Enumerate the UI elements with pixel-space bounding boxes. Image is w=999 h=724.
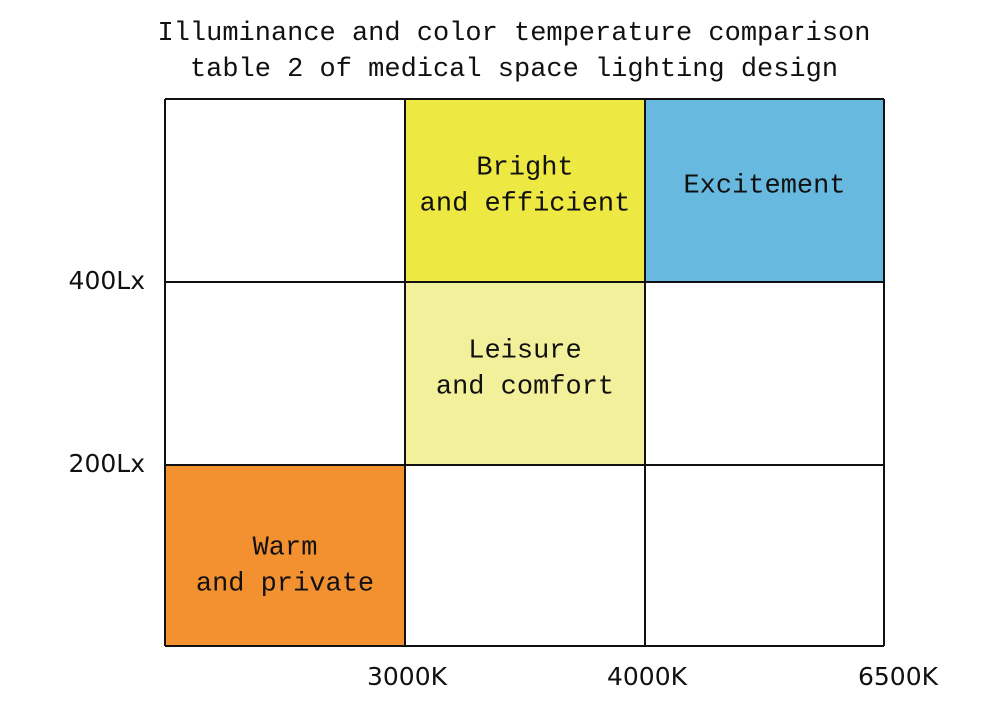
cell	[645, 465, 884, 646]
cell	[405, 99, 645, 282]
cell-label: Excitement	[683, 172, 845, 202]
cell	[165, 282, 405, 465]
x-label: 4000K	[607, 662, 688, 691]
x-label: 3000K	[367, 662, 448, 691]
y-label: 400Lx	[69, 266, 145, 295]
cell-label: Bright	[476, 154, 573, 184]
cell	[405, 465, 645, 646]
cell	[165, 465, 405, 646]
cell-label: Leisure	[468, 337, 581, 367]
cell	[645, 282, 884, 465]
cell-label: and comfort	[436, 373, 614, 403]
cell-label: and efficient	[420, 190, 631, 220]
cell	[405, 282, 645, 465]
cell	[165, 99, 405, 282]
cell-label: and private	[196, 570, 374, 600]
x-label: 6500K	[858, 662, 939, 691]
cell-label: Warm	[253, 534, 318, 564]
title: table 2 of medical space lighting design	[190, 55, 838, 85]
title: Illuminance and color temperature compar…	[158, 19, 871, 49]
y-label: 200Lx	[69, 449, 145, 478]
cell	[645, 99, 884, 282]
